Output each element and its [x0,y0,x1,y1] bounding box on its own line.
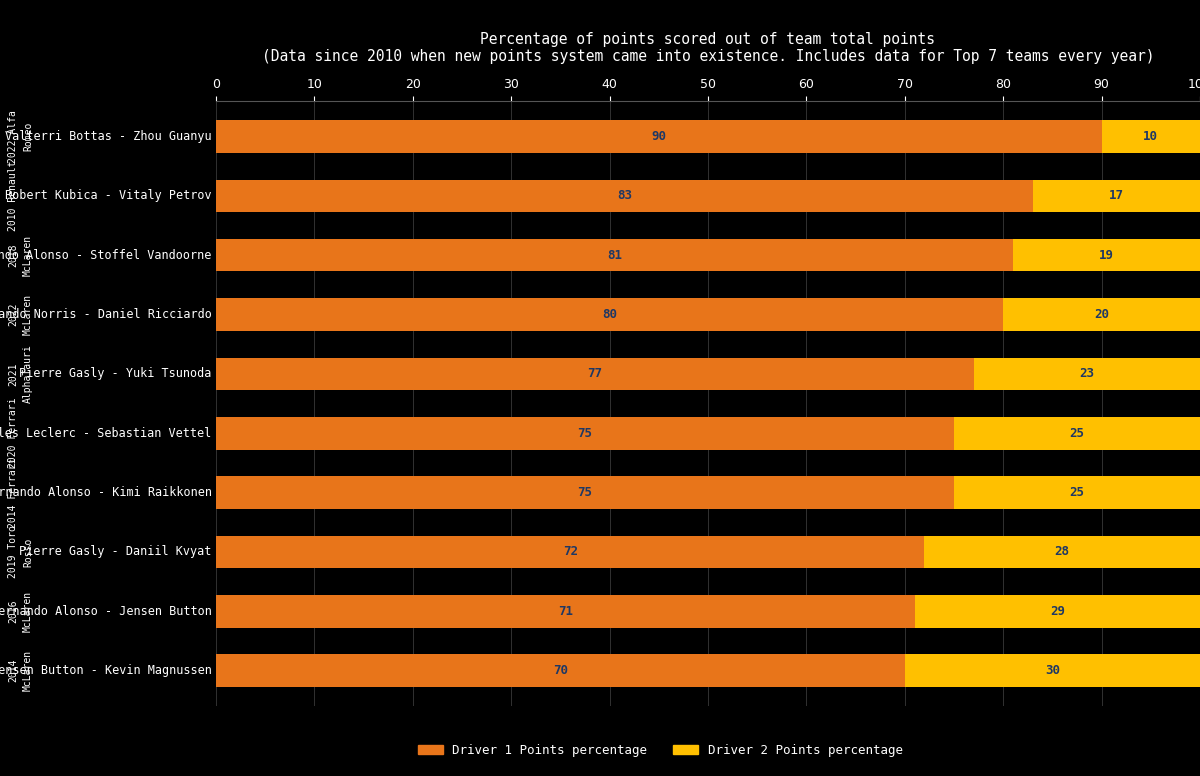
Text: Fernando Alonso - Kimi Raikkonen: Fernando Alonso - Kimi Raikkonen [0,486,211,499]
Text: 10: 10 [1144,130,1158,143]
Text: Valterri Bottas - Zhou Guanyu: Valterri Bottas - Zhou Guanyu [5,130,211,143]
Bar [914,595,1200,628]
Text: 2018: 2018 [8,244,18,267]
Text: 2014: 2014 [8,659,18,682]
Bar [1033,179,1200,212]
Text: McLaren: McLaren [23,234,34,275]
Text: AlphaTauri: AlphaTauri [23,345,34,404]
Bar [216,298,1003,331]
Text: 23: 23 [1079,367,1094,380]
Text: 2016: 2016 [8,600,18,623]
Bar [924,535,1200,568]
Text: McLaren: McLaren [23,591,34,632]
Bar [216,417,954,449]
Bar [216,239,1013,272]
Text: Robert Kubica - Vitaly Petrov: Robert Kubica - Vitaly Petrov [5,189,211,203]
Text: 2022: 2022 [8,303,18,326]
Text: 71: 71 [558,605,572,618]
Text: 30: 30 [1045,664,1060,677]
Text: 75: 75 [577,427,593,440]
Text: McLaren: McLaren [23,650,34,691]
Text: McLaren: McLaren [23,294,34,335]
Bar [216,120,1102,153]
Text: 29: 29 [1050,605,1064,618]
Bar [216,358,973,390]
Text: 90: 90 [652,130,666,143]
Text: Fernando Alonso - Jensen Button: Fernando Alonso - Jensen Button [0,605,211,618]
Legend: Driver 1 Points percentage, Driver 2 Points percentage: Driver 1 Points percentage, Driver 2 Poi… [413,739,907,762]
Text: Lando Norris - Daniel Ricciardo: Lando Norris - Daniel Ricciardo [0,308,211,321]
Text: 83: 83 [617,189,632,203]
Text: 2019 Toro: 2019 Toro [8,525,18,578]
Text: Charles Leclerc - Sebastian Vettel: Charles Leclerc - Sebastian Vettel [0,427,211,440]
Text: 77: 77 [587,367,602,380]
Text: 81: 81 [607,248,622,262]
Bar [216,179,1033,212]
Title: Percentage of points scored out of team total points
(Data since 2010 when new p: Percentage of points scored out of team … [262,32,1154,64]
Text: 2014 Ferrari: 2014 Ferrari [8,457,18,528]
Text: Pierre Gasly - Yuki Tsunoda: Pierre Gasly - Yuki Tsunoda [19,367,211,380]
Text: Romeo: Romeo [23,122,34,151]
Text: 25: 25 [1069,427,1085,440]
Text: 20: 20 [1094,308,1109,321]
Bar [216,535,924,568]
Bar [954,417,1200,449]
Bar [1102,120,1200,153]
Text: 72: 72 [563,546,577,559]
Bar [216,654,905,687]
Bar [1013,239,1200,272]
Text: 75: 75 [577,486,593,499]
Bar [905,654,1200,687]
Text: 17: 17 [1109,189,1124,203]
Text: 70: 70 [553,664,568,677]
Bar [216,476,954,509]
Bar [216,595,914,628]
Text: 2022 Alfa: 2022 Alfa [8,110,18,163]
Text: 19: 19 [1099,248,1114,262]
Text: 25: 25 [1069,486,1085,499]
Text: 80: 80 [602,308,617,321]
Text: Rosso: Rosso [23,537,34,566]
Text: 2020 Ferrari: 2020 Ferrari [8,398,18,469]
Text: 2010 Renault: 2010 Renault [8,161,18,231]
Text: Pierre Gasly - Daniil Kvyat: Pierre Gasly - Daniil Kvyat [19,546,211,559]
Bar [954,476,1200,509]
Bar [973,358,1200,390]
Text: Fernando Alonso - Stoffel Vandoorne: Fernando Alonso - Stoffel Vandoorne [0,248,211,262]
Text: 2021: 2021 [8,362,18,386]
Bar [1003,298,1200,331]
Text: 28: 28 [1055,546,1069,559]
Text: Jensen Button - Kevin Magnussen: Jensen Button - Kevin Magnussen [0,664,211,677]
